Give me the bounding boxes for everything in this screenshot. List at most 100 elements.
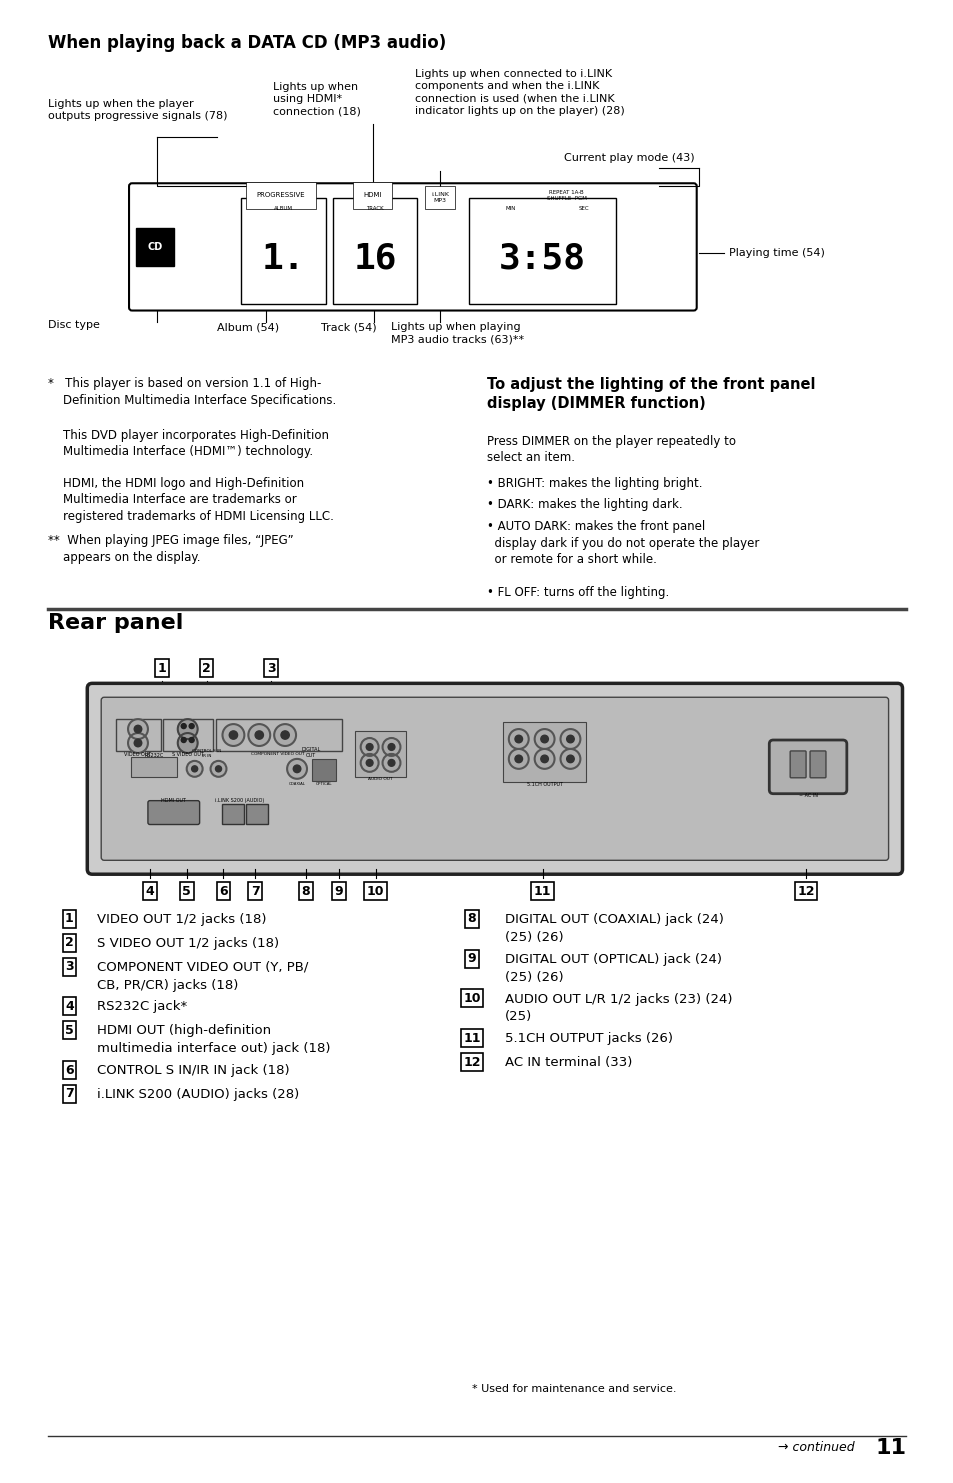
Text: Lights up when
using HDMI*
connection (18): Lights up when using HDMI* connection (1… <box>273 82 360 117</box>
Text: RS232C: RS232C <box>144 753 163 758</box>
Text: HDMI OUT (high-definition: HDMI OUT (high-definition <box>97 1025 271 1037</box>
Text: Rear panel: Rear panel <box>48 612 183 633</box>
FancyBboxPatch shape <box>116 719 161 750</box>
Text: 7: 7 <box>65 1087 73 1100</box>
Text: i.LINK S200 (AUDIO): i.LINK S200 (AUDIO) <box>214 798 264 802</box>
Bar <box>333 199 416 304</box>
Text: VIDEO OUT: VIDEO OUT <box>124 752 152 756</box>
Text: REPEAT 1A-B
SHUFFLE  PGM: REPEAT 1A-B SHUFFLE PGM <box>546 190 586 202</box>
Text: This DVD player incorporates High-Definition
    Multimedia Interface (HDMI™) te: This DVD player incorporates High-Defini… <box>48 429 328 458</box>
Text: 2: 2 <box>65 936 73 949</box>
FancyBboxPatch shape <box>789 750 805 777</box>
Text: (25) (26): (25) (26) <box>504 971 563 983</box>
Circle shape <box>248 724 270 746</box>
Text: 8: 8 <box>301 885 310 897</box>
Text: To adjust the lighting of the front panel
display (DIMMER function): To adjust the lighting of the front pane… <box>486 377 815 411</box>
Text: 6: 6 <box>219 885 228 897</box>
Bar <box>469 199 616 304</box>
FancyBboxPatch shape <box>355 731 406 777</box>
Circle shape <box>382 739 400 756</box>
Text: * Used for maintenance and service.: * Used for maintenance and service. <box>472 1384 676 1394</box>
Circle shape <box>134 725 142 733</box>
Circle shape <box>366 759 373 767</box>
Circle shape <box>189 737 194 743</box>
Text: (25) (26): (25) (26) <box>504 931 563 943</box>
FancyBboxPatch shape <box>222 804 244 823</box>
Circle shape <box>128 719 148 739</box>
Circle shape <box>534 730 554 749</box>
Text: • DARK: makes the lighting dark.: • DARK: makes the lighting dark. <box>486 498 681 512</box>
Circle shape <box>189 724 194 728</box>
Text: 5.1CH OUTPUT: 5.1CH OUTPUT <box>526 782 562 787</box>
Text: 12: 12 <box>463 1056 480 1069</box>
FancyBboxPatch shape <box>131 756 176 777</box>
Circle shape <box>134 739 142 747</box>
Text: HDMI: HDMI <box>363 193 381 199</box>
Text: HDMI, the HDMI logo and High-Definition
    Multimedia Interface are trademarks : HDMI, the HDMI logo and High-Definition … <box>48 476 333 522</box>
Circle shape <box>508 730 528 749</box>
Bar <box>241 199 326 304</box>
Text: 8: 8 <box>467 912 476 925</box>
Text: • AUTO DARK: makes the front panel
  display dark if you do not operate the play: • AUTO DARK: makes the front panel displ… <box>486 521 759 567</box>
Circle shape <box>293 765 300 773</box>
Text: CD: CD <box>147 242 162 252</box>
Text: 12: 12 <box>797 885 814 897</box>
Text: Current play mode (43): Current play mode (43) <box>564 153 695 163</box>
Circle shape <box>366 743 373 750</box>
Text: 11: 11 <box>534 885 551 897</box>
Text: ~ AC IN: ~ AC IN <box>798 793 817 798</box>
Circle shape <box>187 761 202 777</box>
Text: multimedia interface out) jack (18): multimedia interface out) jack (18) <box>97 1043 331 1056</box>
Text: AUDIO OUT L/R 1/2 jacks (23) (24): AUDIO OUT L/R 1/2 jacks (23) (24) <box>504 992 732 1005</box>
Text: S VIDEO OUT: S VIDEO OUT <box>172 752 203 756</box>
FancyBboxPatch shape <box>502 722 586 782</box>
Text: AC IN terminal (33): AC IN terminal (33) <box>504 1056 632 1069</box>
Text: 3: 3 <box>267 661 275 675</box>
FancyBboxPatch shape <box>215 719 341 750</box>
Circle shape <box>229 731 237 739</box>
Text: COAXIAL: COAXIAL <box>289 782 305 786</box>
Circle shape <box>222 724 244 746</box>
Text: 1: 1 <box>157 661 166 675</box>
Text: PROGRESSIVE: PROGRESSIVE <box>256 193 305 199</box>
Circle shape <box>181 724 186 728</box>
Circle shape <box>360 753 378 771</box>
Text: • FL OFF: turns off the lighting.: • FL OFF: turns off the lighting. <box>486 586 668 599</box>
Text: 4: 4 <box>146 885 154 897</box>
Text: 10: 10 <box>463 992 480 1005</box>
Circle shape <box>181 737 186 743</box>
Text: 2: 2 <box>202 661 211 675</box>
Text: COMPONENT VIDEO OUT: COMPONENT VIDEO OUT <box>252 752 305 756</box>
Text: 9: 9 <box>335 885 343 897</box>
FancyBboxPatch shape <box>148 801 199 825</box>
FancyBboxPatch shape <box>768 740 846 793</box>
FancyBboxPatch shape <box>87 684 902 873</box>
Circle shape <box>508 749 528 768</box>
Text: 3: 3 <box>65 960 73 973</box>
Text: AUDIO OUT: AUDIO OUT <box>368 777 393 780</box>
Text: TRACK: TRACK <box>366 206 383 211</box>
FancyBboxPatch shape <box>101 697 887 860</box>
Text: CB, PR/CR) jacks (18): CB, PR/CR) jacks (18) <box>97 979 238 992</box>
Text: DIGITAL OUT (OPTICAL) jack (24): DIGITAL OUT (OPTICAL) jack (24) <box>504 952 721 965</box>
Circle shape <box>540 736 548 743</box>
FancyBboxPatch shape <box>246 804 268 823</box>
Circle shape <box>566 736 574 743</box>
Text: MIN: MIN <box>504 206 515 211</box>
FancyBboxPatch shape <box>809 750 825 777</box>
Text: i.LINK
MP3: i.LINK MP3 <box>431 193 449 203</box>
Circle shape <box>177 719 197 739</box>
Text: S VIDEO OUT 1/2 jacks (18): S VIDEO OUT 1/2 jacks (18) <box>97 937 279 949</box>
Text: DIGITAL OUT (COAXIAL) jack (24): DIGITAL OUT (COAXIAL) jack (24) <box>504 914 723 925</box>
Text: 5: 5 <box>182 885 191 897</box>
Text: Album (54): Album (54) <box>216 322 278 332</box>
Text: DIGITAL
OUT: DIGITAL OUT <box>301 747 320 758</box>
Circle shape <box>192 765 197 771</box>
Text: CONTROL S IN
IR IN: CONTROL S IN IR IN <box>192 749 221 758</box>
Text: 1: 1 <box>65 912 73 925</box>
Circle shape <box>560 749 579 768</box>
Text: 1.: 1. <box>262 242 305 276</box>
Text: 11: 11 <box>875 1439 905 1458</box>
Circle shape <box>560 730 579 749</box>
Text: • BRIGHT: makes the lighting bright.: • BRIGHT: makes the lighting bright. <box>486 476 701 489</box>
